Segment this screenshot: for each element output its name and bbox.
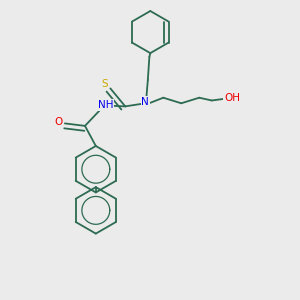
Text: NH: NH xyxy=(98,100,113,110)
Text: N: N xyxy=(142,97,149,107)
Text: O: O xyxy=(54,116,62,127)
Text: S: S xyxy=(101,79,108,89)
Text: OH: OH xyxy=(224,93,240,103)
